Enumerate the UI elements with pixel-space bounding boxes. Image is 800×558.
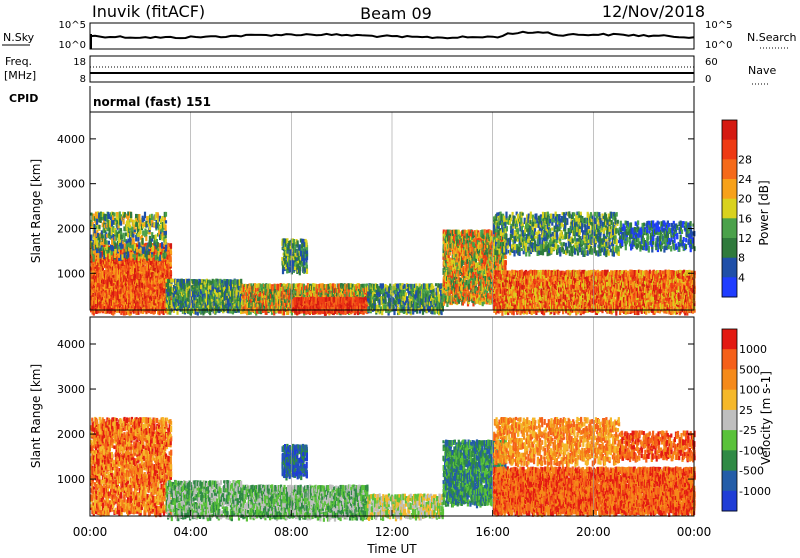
- cpid-label: CPID: [9, 92, 38, 105]
- nave-label: Nave: [748, 64, 776, 77]
- station-title: Inuvik (fitACF): [92, 2, 205, 21]
- noise-sky-series: [90, 32, 694, 38]
- date-title: 12/Nov/2018: [602, 2, 705, 21]
- noise-left-tick-top: 10^5: [59, 20, 86, 31]
- cpid-value: normal (fast) 151: [93, 95, 211, 109]
- superdarn-summary-plot: Inuvik (fitACF) Beam 09 12/Nov/2018 N.Sk…: [0, 0, 800, 554]
- noise-right-label: N.Search: [747, 31, 797, 44]
- noise-right-tick-top: 10^5: [705, 20, 732, 31]
- freq-tick-bottom: 8: [80, 74, 86, 85]
- freq-unit-label: [MHz]: [4, 69, 36, 82]
- freq-panel-frame: [90, 56, 694, 82]
- noise-left-label: N.Sky: [3, 31, 35, 44]
- freq-tick-top: 18: [73, 57, 86, 68]
- noise-left-tick-bottom: 10^0: [59, 40, 86, 51]
- chart-svg: Inuvik (fitACF) Beam 09 12/Nov/2018 N.Sk…: [0, 0, 800, 554]
- noise-right-tick-bottom: 10^0: [705, 40, 732, 51]
- nave-tick-top: 60: [705, 57, 718, 68]
- beam-title: Beam 09: [360, 4, 432, 23]
- nave-tick-bottom: 0: [705, 74, 711, 85]
- freq-label: Freq.: [5, 55, 32, 68]
- power-heatmap: [90, 211, 696, 316]
